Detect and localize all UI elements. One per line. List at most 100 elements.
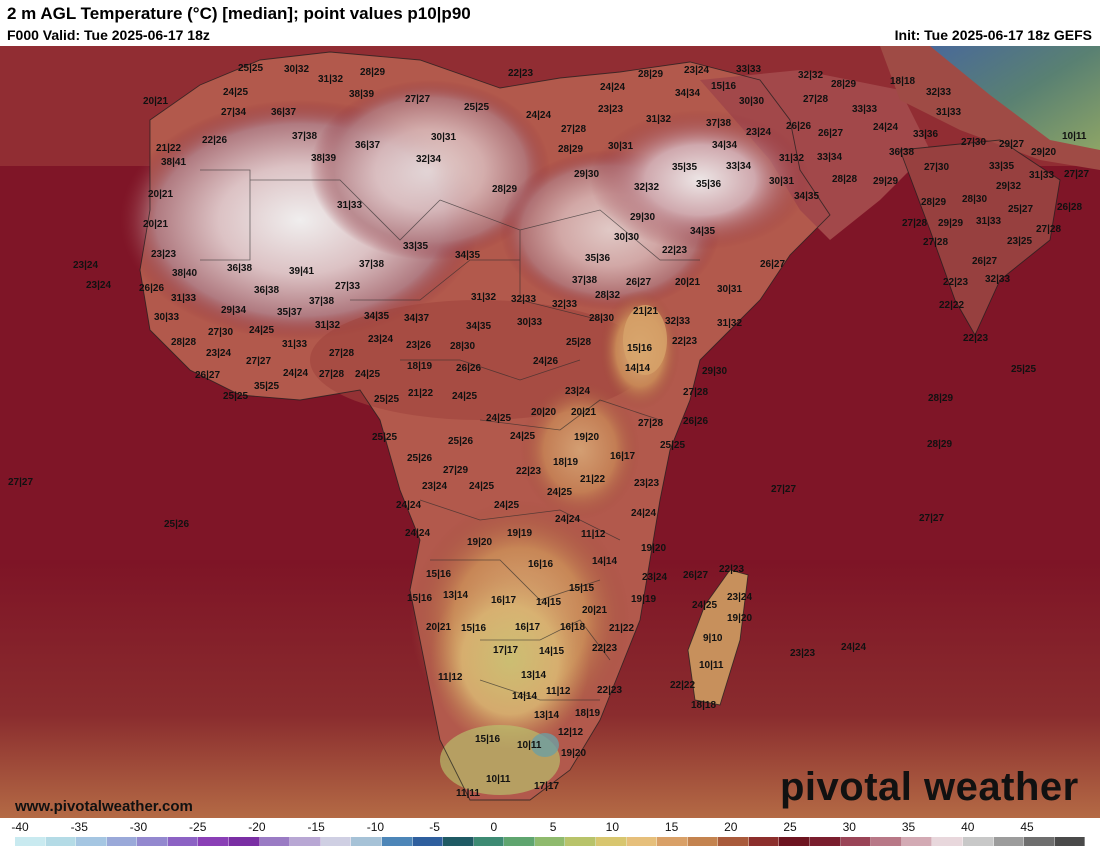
point-value-label: 33|33 (852, 104, 878, 115)
point-value-label: 27|27 (405, 94, 431, 105)
color-scale-tick-label: 20 (724, 820, 738, 834)
point-value-label: 23|24 (368, 334, 394, 345)
point-value-label: 25|28 (566, 337, 592, 348)
color-scale-swatch (504, 837, 535, 846)
color-scale-swatch (534, 837, 566, 846)
color-scale-swatch (167, 837, 199, 846)
color-scale-swatch (962, 837, 994, 846)
point-value-label: 30|31 (431, 132, 457, 143)
point-value-label: 31|32 (471, 292, 497, 303)
point-value-label: 20|21 (571, 407, 597, 418)
point-value-label: 25|26 (164, 519, 190, 530)
point-value-label: 20|21 (143, 219, 169, 230)
point-value-label: 27|27 (246, 356, 272, 367)
point-value-label: 20|21 (582, 605, 608, 616)
color-scale-swatch (351, 837, 382, 846)
point-value-label: 13|14 (443, 590, 469, 601)
point-value-label: 26|26 (456, 363, 482, 374)
point-value-label: 25|25 (660, 440, 686, 451)
point-value-label: 28|30 (962, 194, 988, 205)
point-value-label: 31|32 (717, 318, 743, 329)
point-value-label: 24|25 (510, 431, 536, 442)
point-value-label: 19|20 (727, 613, 753, 624)
point-value-label: 27|28 (902, 218, 928, 229)
point-value-label: 30|32 (284, 64, 310, 75)
point-value-label: 22|23 (963, 333, 989, 344)
temperature-map[interactable]: 25|25 30|32 31|32 28|29 22|23 28|29 23|24 33|33… (0, 46, 1100, 818)
point-value-label: 11|12 (546, 686, 571, 697)
color-scale-swatch (901, 837, 933, 846)
point-value-label: 29|32 (996, 181, 1022, 192)
point-value-label: 19|20 (641, 543, 667, 554)
point-value-label: 30|31 (769, 176, 795, 187)
point-value-label: 25|25 (238, 63, 264, 74)
point-value-label: 11|11 (456, 788, 480, 799)
point-value-label: 36|38 (227, 263, 253, 274)
point-value-label: 35|25 (254, 381, 280, 392)
point-value-label: 28|28 (171, 337, 197, 348)
point-value-label: 36|37 (355, 140, 381, 151)
point-value-label: 33|35 (403, 241, 429, 252)
point-value-label: 38|40 (172, 268, 198, 279)
point-value-label: 25|25 (1011, 364, 1037, 375)
color-scale-swatch (810, 837, 841, 846)
color-scale-tick-label: -40 (11, 820, 29, 834)
point-value-label: 22|22 (670, 680, 696, 691)
point-value-label: 27|28 (638, 418, 664, 429)
point-value-label: 10|11 (486, 774, 511, 785)
point-value-label: 15|16 (426, 569, 452, 580)
point-value-label: 34|37 (404, 313, 430, 324)
point-value-label: 15|16 (627, 343, 653, 354)
point-value-label: 18|19 (407, 361, 433, 372)
point-value-label: 23|26 (406, 340, 432, 351)
color-scale-swatch (687, 837, 719, 846)
point-value-label: 30|30 (614, 232, 640, 243)
point-value-label: 23|24 (73, 260, 99, 271)
color-scale-swatch (718, 837, 749, 846)
point-value-label: 11|12 (438, 672, 463, 683)
point-value-label: 23|23 (634, 478, 660, 489)
point-value-label: 27|28 (1036, 224, 1062, 235)
point-value-label: 29|27 (999, 139, 1025, 150)
point-value-label: 32|34 (416, 154, 442, 165)
point-value-label: 31|33 (171, 293, 197, 304)
point-value-label: 20|21 (148, 189, 174, 200)
point-value-label: 16|16 (528, 559, 554, 570)
color-scale-tick-label: -25 (189, 820, 207, 834)
point-value-label: 26|26 (139, 283, 165, 294)
point-value-label: 20|21 (426, 622, 452, 633)
point-value-label: 28|32 (595, 290, 621, 301)
point-value-label: 27|34 (221, 107, 247, 118)
point-value-label: 24|24 (396, 500, 422, 511)
point-value-label: 23|23 (598, 104, 624, 115)
point-value-label: 34|35 (794, 191, 820, 202)
color-scale-swatch (565, 837, 596, 846)
point-value-label: 34|34 (712, 140, 738, 151)
color-scale-swatch (412, 837, 444, 846)
color-scale-swatch (626, 837, 658, 846)
point-value-label: 29|34 (221, 305, 247, 316)
color-scale-tick-label: -15 (307, 820, 325, 834)
point-value-label: 24|24 (600, 82, 626, 93)
color-scale-tick-label: 30 (842, 820, 856, 834)
point-value-label: 31|33 (1029, 170, 1055, 181)
point-value-label: 24|24 (873, 122, 899, 133)
point-value-label: 37|38 (572, 275, 598, 286)
point-value-label: 33|34 (817, 152, 843, 163)
point-value-label: 33|35 (989, 161, 1015, 172)
point-value-label: 32|33 (665, 316, 691, 327)
color-scale-swatch (1024, 837, 1055, 846)
color-scale-tick-label: -35 (70, 820, 88, 834)
point-value-label: 26|27 (818, 128, 844, 139)
point-value-label: 26|27 (760, 259, 786, 270)
point-value-label: 29|29 (873, 176, 899, 187)
color-scale-tick-label: -20 (248, 820, 266, 834)
point-value-label: 33|36 (913, 129, 939, 140)
point-value-label: 30|30 (739, 96, 765, 107)
point-value-label: 23|24 (565, 386, 591, 397)
point-value-label: 28|30 (589, 313, 615, 324)
point-value-label: 37|38 (359, 259, 385, 270)
point-value-label: 30|31 (717, 284, 743, 295)
point-value-label: 15|15 (569, 583, 595, 594)
color-scale-swatch (657, 837, 688, 846)
